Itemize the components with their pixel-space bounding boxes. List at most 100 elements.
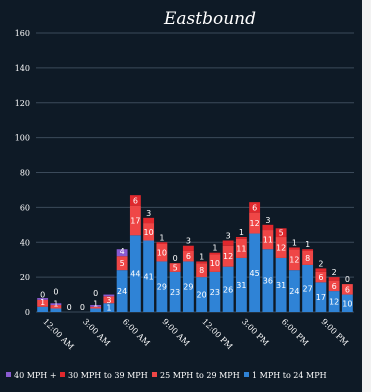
data-label: 27 <box>303 284 313 293</box>
data-label: 0 <box>53 287 58 296</box>
data-label: 44 <box>130 270 140 279</box>
data-label: 17 <box>130 216 140 225</box>
data-label: 17 <box>316 293 326 302</box>
bar-segment <box>315 268 327 272</box>
bar-segment <box>116 249 128 257</box>
bar-segment <box>235 257 247 312</box>
bar-segment <box>235 238 247 258</box>
data-label: 29 <box>183 283 193 292</box>
bar-segment <box>90 306 102 309</box>
data-label: 23 <box>210 288 220 297</box>
data-label: 12 <box>289 256 299 265</box>
bar-segment <box>103 303 115 312</box>
bar-segment <box>275 228 287 238</box>
bar-segment <box>328 280 340 292</box>
data-label: 1 <box>93 300 98 309</box>
data-label: 0 <box>345 275 350 284</box>
bar-segment <box>182 245 194 251</box>
data-label: 12 <box>276 243 286 252</box>
data-label: 10 <box>157 249 167 258</box>
data-label: 6 <box>252 203 257 212</box>
x-tick-label: 12:00 PM <box>200 317 234 351</box>
bar-segment <box>302 264 314 312</box>
data-label: 1 <box>106 304 111 313</box>
bar-segment <box>209 271 221 312</box>
y-tick-label: 120 <box>15 99 30 108</box>
bar-segment <box>196 277 208 312</box>
bar-segment <box>129 195 141 206</box>
data-label: 0 <box>67 303 72 312</box>
data-label: 11 <box>263 236 273 245</box>
data-label: 26 <box>223 285 233 294</box>
data-label: 8 <box>199 266 204 275</box>
bar-segment <box>328 277 340 281</box>
bar-segment <box>341 284 353 295</box>
legend-swatch <box>244 372 249 377</box>
x-tick-label: 6:00 AM <box>121 317 152 348</box>
data-label: 1 <box>305 240 310 249</box>
data-label: 0 <box>40 291 45 300</box>
bar-segment <box>315 271 327 283</box>
data-label: 3 <box>106 296 111 305</box>
data-label: 3 <box>186 237 191 246</box>
bar-segment <box>262 224 274 231</box>
data-label: 6 <box>332 282 337 291</box>
bar-segment <box>222 240 234 246</box>
bar-segment <box>129 205 141 236</box>
bar-segment <box>90 305 102 307</box>
data-label: 5 <box>279 229 284 238</box>
data-label: 12 <box>250 219 260 228</box>
data-label: 24 <box>289 287 299 296</box>
chart-title: Eastbound <box>163 9 256 29</box>
bar-segment <box>275 257 287 312</box>
bar-segment <box>288 270 300 312</box>
data-label: 10 <box>144 228 154 237</box>
legend: 40 MPH + 30 MPH to 39 MPH 25 MPH to 29 MPH… <box>6 371 327 380</box>
bar-segment <box>37 306 49 312</box>
bar-segment <box>222 245 234 267</box>
data-label: 10 <box>342 299 352 308</box>
data-label: 1 <box>239 228 244 237</box>
data-label: 1 <box>40 298 45 307</box>
data-label: 0 <box>93 289 98 298</box>
bars <box>37 195 353 312</box>
bar-segment <box>156 261 168 312</box>
data-label: 36 <box>263 277 273 286</box>
y-axis: 0 20 40 60 80 100 120 140 160 <box>15 29 30 317</box>
bar-segment <box>288 247 300 250</box>
bar-segment <box>103 294 115 297</box>
legend-label: 30 MPH to 39 MPH <box>68 371 148 380</box>
bar-segment <box>249 212 261 234</box>
data-label: 1 <box>292 238 297 247</box>
bar-segment <box>249 233 261 312</box>
bar-segment <box>182 261 194 312</box>
data-label: 8 <box>305 254 310 263</box>
data-label: 11 <box>236 244 246 253</box>
x-tick-label: 3:00 AM <box>81 317 112 348</box>
data-label: 0 <box>80 303 85 312</box>
bar-segment <box>328 291 340 312</box>
data-label: 5 <box>173 264 178 273</box>
bar-segment <box>143 240 155 312</box>
data-label: 3 <box>146 209 151 218</box>
bar-segment <box>262 230 274 250</box>
bar-segment <box>288 249 300 271</box>
bar-segment <box>37 298 49 300</box>
y-tick-label: 60 <box>20 203 30 212</box>
y-tick-label: 100 <box>15 134 30 143</box>
bar-segment <box>275 237 287 258</box>
bar-segment <box>222 266 234 312</box>
x-tick-label: 6:00 PM <box>280 317 310 347</box>
bar-segment <box>249 202 261 213</box>
data-label: 45 <box>250 269 260 278</box>
bar-segment <box>169 271 181 312</box>
data-label: 0 <box>173 254 178 263</box>
bar-segment <box>156 242 168 244</box>
data-label: 31 <box>236 281 246 290</box>
x-tick-label: 9:00 PM <box>319 317 349 347</box>
y-tick-label: 140 <box>15 64 30 73</box>
data-label: 20 <box>197 291 207 300</box>
data-label: 6 <box>318 273 323 282</box>
